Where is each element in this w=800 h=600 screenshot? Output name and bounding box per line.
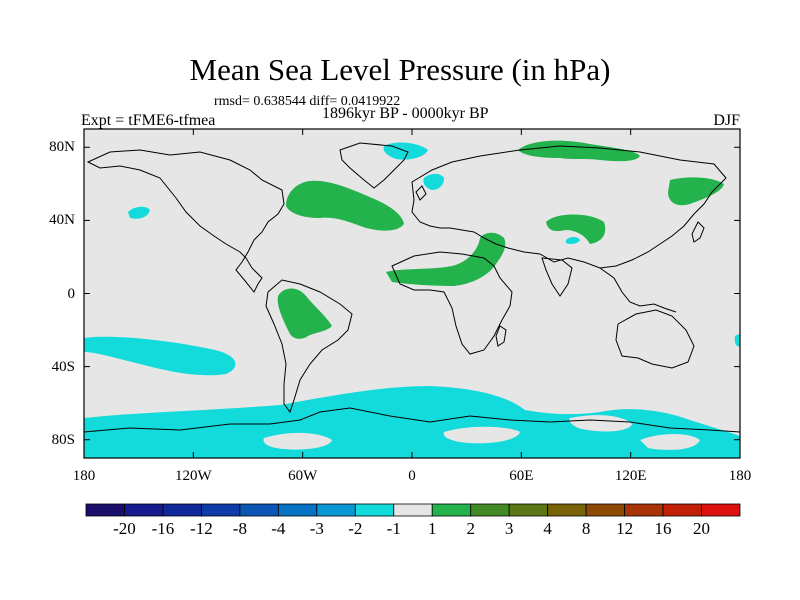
pos-region-central-asia bbox=[546, 214, 606, 244]
y-tick-label: 80S bbox=[51, 431, 75, 448]
coast-south-america bbox=[265, 279, 353, 414]
colorbar-box bbox=[239, 503, 279, 517]
x-tick-label: 60W bbox=[288, 468, 318, 484]
colorbar-box bbox=[201, 503, 241, 517]
neg-region-indian bbox=[566, 237, 580, 244]
colorbar-label: -8 bbox=[232, 519, 247, 538]
pos-region-north-africa bbox=[386, 232, 506, 286]
coast-africa bbox=[391, 251, 513, 355]
y-tick-label: 0 bbox=[67, 285, 76, 302]
colorbar-label: -3 bbox=[309, 519, 324, 538]
colorbar-box bbox=[470, 503, 510, 517]
coast-southeast-asia bbox=[599, 267, 677, 313]
colorbar-label: 2 bbox=[466, 519, 475, 538]
x-tick-label: 120E bbox=[614, 468, 647, 484]
colorbar-label: 1 bbox=[427, 519, 437, 538]
colorbar-label: 20 bbox=[693, 519, 711, 538]
pos-region-south-america bbox=[277, 288, 332, 339]
contour-fills bbox=[84, 140, 740, 458]
colorbar-box bbox=[393, 503, 433, 517]
colorbar-box bbox=[162, 503, 202, 517]
colorbar-box bbox=[585, 503, 625, 517]
coast-north-america bbox=[86, 149, 285, 293]
pos-region-northeast-asia bbox=[668, 177, 724, 206]
colorbar-box bbox=[354, 503, 395, 517]
stats-text: rmsd= 0.638544 diff= 0.0419922 bbox=[214, 94, 401, 109]
colorbar-label: 8 bbox=[581, 519, 591, 538]
colorbar-label: -16 bbox=[151, 519, 175, 538]
period-label: 1896kyr BP - 0000kyr BP bbox=[322, 105, 489, 122]
colorbar-label: 3 bbox=[504, 519, 514, 538]
southern-gap-3 bbox=[569, 415, 632, 432]
coast-japan bbox=[691, 221, 705, 243]
y-tick-label: 40S bbox=[51, 358, 75, 375]
colorbar-box bbox=[85, 503, 125, 517]
x-tick-label: 0 bbox=[408, 468, 416, 484]
colorbar-box bbox=[316, 503, 356, 517]
x-tick-label: 180 bbox=[72, 468, 96, 484]
southern-gap-4 bbox=[640, 434, 700, 450]
southern-gap-2 bbox=[443, 426, 520, 444]
map-title: Mean Sea Level Pressure (in hPa) bbox=[189, 52, 611, 87]
coast-india bbox=[541, 257, 573, 297]
neg-region-north-pacific bbox=[128, 206, 150, 219]
colorbar-label: 12 bbox=[616, 519, 634, 538]
x-tick-label: 180 bbox=[728, 468, 752, 484]
pos-region-siberia bbox=[518, 140, 640, 162]
coast-madagascar bbox=[495, 325, 507, 347]
colorbar-box bbox=[547, 503, 587, 517]
coast-eurasia bbox=[411, 145, 727, 269]
coastlines bbox=[84, 142, 740, 433]
neg-region-north-sea bbox=[423, 173, 444, 190]
y-tick-label: 40N bbox=[49, 212, 75, 229]
colorbar-label: -4 bbox=[271, 519, 286, 538]
coast-uk bbox=[415, 185, 427, 201]
colorbar-box bbox=[662, 503, 702, 517]
colorbar-label: 4 bbox=[543, 519, 552, 538]
colorbar-box bbox=[124, 503, 164, 517]
southern-gap-1 bbox=[263, 432, 332, 450]
colorbar-label: -20 bbox=[113, 519, 136, 538]
colorbar-box bbox=[624, 503, 664, 517]
colorbar-box bbox=[701, 503, 741, 517]
neg-region-east-pacific bbox=[734, 334, 740, 347]
neg-region-southern-ocean bbox=[84, 386, 740, 458]
season-label: DJF bbox=[713, 112, 740, 129]
x-tick-label: 60E bbox=[509, 468, 534, 484]
colorbar-label: -1 bbox=[386, 519, 401, 538]
coast-australia bbox=[615, 309, 695, 369]
colorbar-label: -12 bbox=[190, 519, 213, 538]
colorbar-box bbox=[277, 503, 318, 517]
colorbar bbox=[85, 503, 741, 517]
colorbar-label: -2 bbox=[348, 519, 363, 538]
pos-region-north-atlantic bbox=[286, 180, 404, 231]
colorbar-box bbox=[431, 503, 472, 517]
coast-antarctica bbox=[84, 407, 740, 433]
coast-greenland bbox=[339, 142, 409, 189]
x-tick-label: 120W bbox=[174, 468, 212, 484]
axis-ticks bbox=[83, 129, 741, 458]
experiment-label: Expt = tFME6-tfmea bbox=[81, 112, 216, 129]
colorbar-label: 16 bbox=[654, 519, 672, 538]
neg-region-south-pacific bbox=[84, 336, 236, 376]
colorbar-box bbox=[508, 503, 549, 517]
y-tick-label: 80N bbox=[49, 139, 75, 156]
